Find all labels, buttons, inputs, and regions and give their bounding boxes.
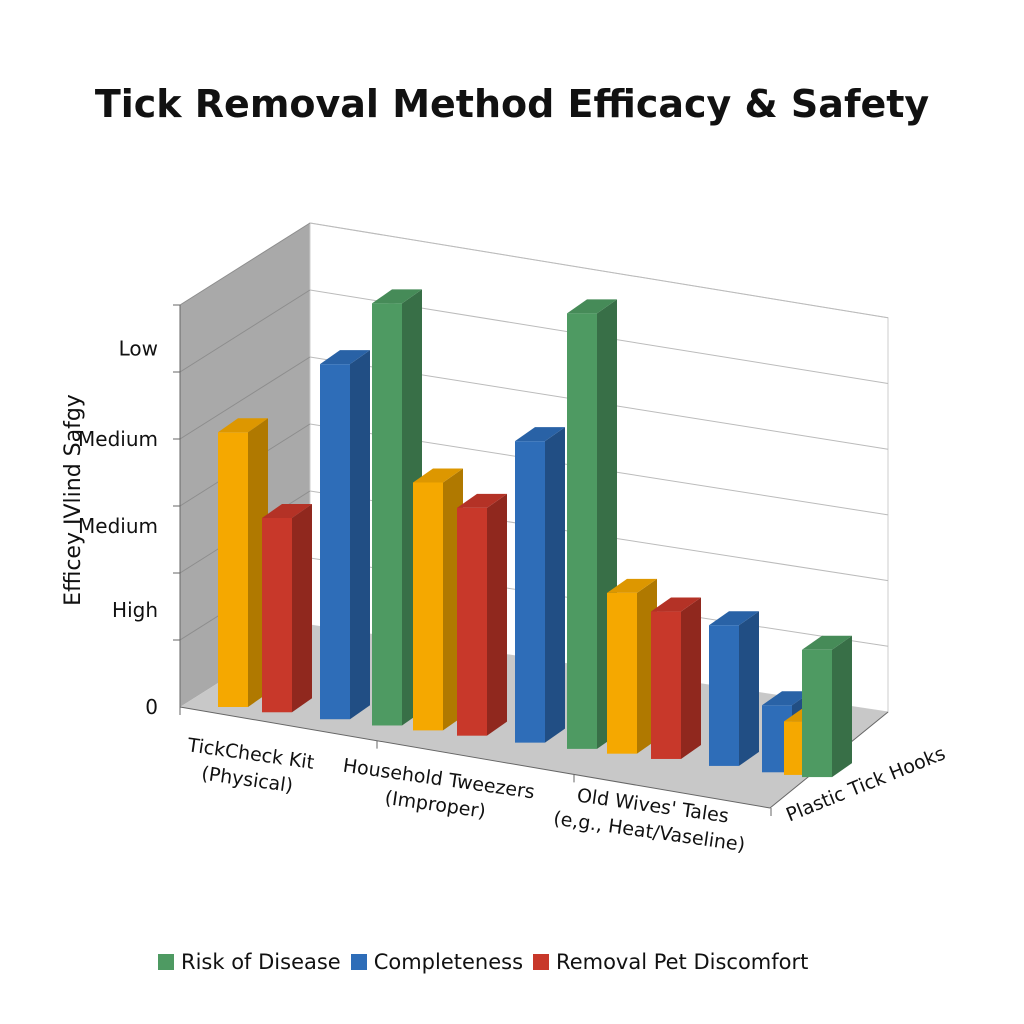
- bar-s3-c0: [372, 303, 402, 726]
- bar-side-s1-c0: [292, 503, 312, 713]
- legend-label: Removal Pet Discomfort: [556, 950, 809, 974]
- bar-top-s2-c0: [320, 350, 370, 365]
- bar-side-s1-c1: [487, 493, 507, 736]
- bar-s1-c2: [651, 611, 681, 759]
- bar-s0-c0: [218, 432, 248, 707]
- legend-swatch: [350, 954, 367, 970]
- legend-item-risk: Risk of Disease: [158, 950, 341, 974]
- bar-side-s2-c2: [739, 611, 759, 766]
- bar-top-s2-c2: [709, 611, 759, 626]
- gridline-left: [179, 289, 311, 373]
- y-tick-label: 0: [145, 695, 158, 719]
- legend-swatch: [158, 954, 174, 970]
- bar-top-s2-c1: [515, 427, 565, 442]
- legend-label: Completeness: [373, 950, 524, 974]
- bar-top-s0-c0: [218, 418, 268, 433]
- legend-label: Risk of Disease: [181, 950, 341, 974]
- bar-top-s0-c2: [607, 578, 657, 593]
- chart-title: Tick Removal Method Efficacy & Safety: [94, 82, 930, 126]
- legend-item-discomfort: Removal Pet Discomfort: [533, 950, 808, 974]
- bar-s1-c0: [262, 517, 292, 713]
- gridline-left: [179, 222, 311, 306]
- y-tick-label: Low: [119, 337, 158, 361]
- gridline-left: [179, 356, 311, 440]
- bar-top-s1-c2: [651, 597, 701, 612]
- y-tick-label: High: [112, 598, 158, 622]
- bar-s1-c1: [457, 507, 487, 736]
- gridline-back: [309, 222, 889, 319]
- y-tick-label: Medium: [78, 514, 158, 538]
- bar-s2-c1: [515, 441, 545, 743]
- bar-s2-c0: [320, 364, 350, 720]
- bar-top-s2-c3: [762, 691, 812, 706]
- y-axis-label: Efficey IVlind Safgy: [61, 394, 86, 606]
- bar-top-s1-c1: [457, 493, 507, 508]
- bar-side-s2-c1: [545, 427, 565, 743]
- legend-item-completeness: Completeness: [350, 950, 524, 974]
- bar-s0-c2: [607, 592, 637, 754]
- legend: Risk of Disease Completeness Removal Pet…: [158, 950, 818, 974]
- bar-s2-c2: [709, 625, 739, 766]
- bar-top-s3-c1: [567, 299, 617, 314]
- bar-s3-c1: [567, 313, 597, 749]
- y-tick-label: Medium: [78, 427, 158, 451]
- bar-top-s0-c1: [413, 468, 463, 483]
- bar-side-s1-c2: [681, 597, 701, 759]
- bar-top-s1-c0: [262, 503, 312, 518]
- bar-top-s3-c0: [372, 289, 422, 304]
- bar-top-s3-c3: [802, 635, 852, 650]
- x-axis-line: [179, 706, 771, 809]
- bar-side-s2-c0: [350, 350, 370, 720]
- bar-s0-c1: [413, 482, 443, 731]
- bar-s3-c3: [802, 649, 832, 778]
- legend-swatch: [533, 954, 550, 970]
- bar-side-s3-c3: [832, 635, 852, 778]
